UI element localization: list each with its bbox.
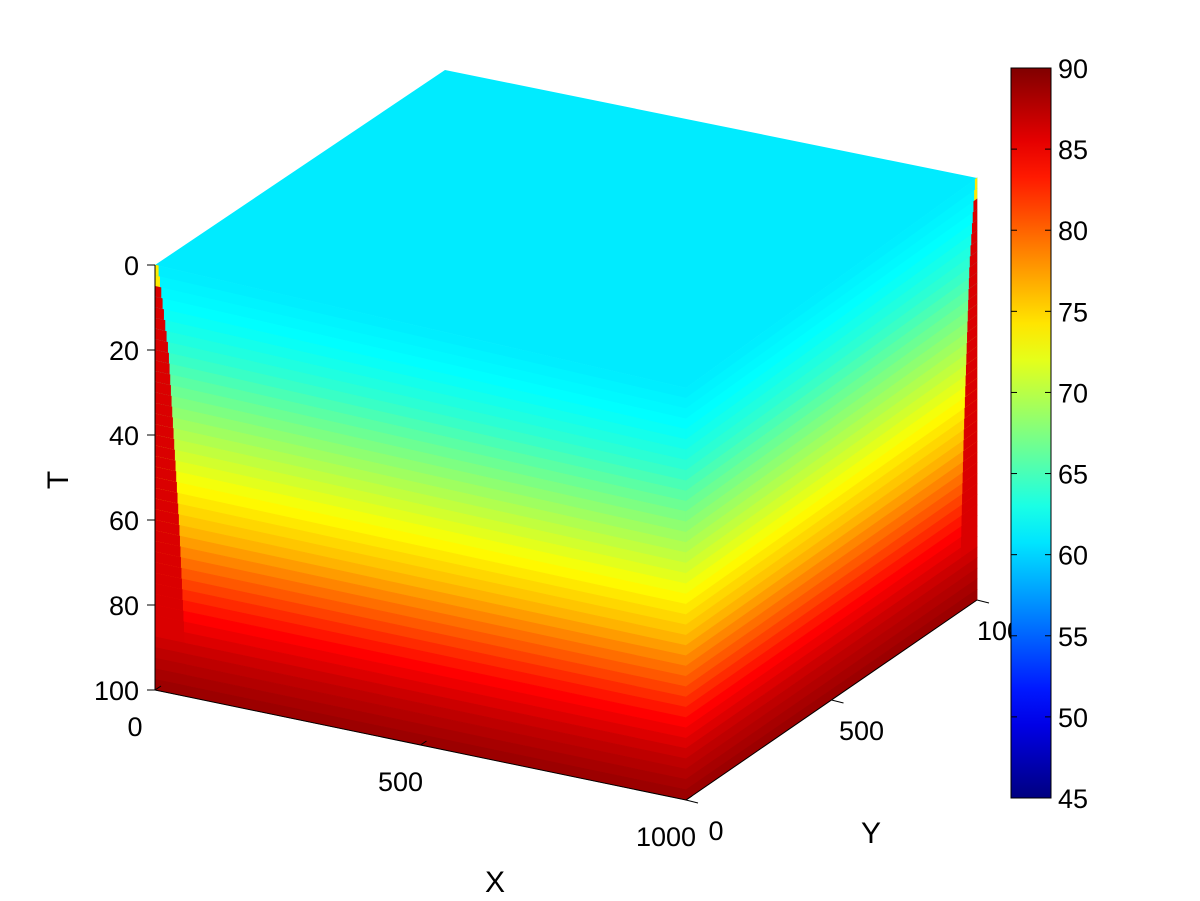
z-tick-label: 100 — [94, 676, 139, 706]
front-face-edge-band — [154, 285, 162, 299]
z-tick-label: 0 — [124, 251, 139, 281]
colorbar: 45 50 55 60 65 70 75 80 85 90 — [1010, 54, 1088, 814]
x-tick-label: 1000 — [636, 822, 696, 852]
x-tick-label: 0 — [127, 712, 142, 742]
colorbar-tick-label: 60 — [1058, 541, 1088, 571]
y-tick-label: 500 — [839, 716, 884, 746]
z-tick-label: 60 — [109, 506, 139, 536]
x-tick-mark — [154, 685, 162, 691]
z-tick-label: 40 — [109, 421, 139, 451]
colorbar-tick-label: 50 — [1058, 703, 1088, 733]
front-face-edge-band — [154, 275, 160, 288]
front-face-edge-band — [154, 296, 163, 310]
y-tick-label: 0 — [708, 816, 723, 846]
y-tick-mark — [976, 599, 990, 604]
colorbar-tick-label: 80 — [1058, 216, 1088, 246]
y-axis-label: Y — [861, 817, 881, 850]
colorbar-bar — [1010, 67, 1052, 799]
colorbar-tick-label: 70 — [1058, 378, 1088, 408]
front-face-x-slice — [154, 264, 687, 801]
z-tick-label: 20 — [109, 336, 139, 366]
right-face-y-slice — [685, 177, 978, 801]
x-tick-label: 500 — [378, 767, 423, 797]
colorbar-tick-label: 55 — [1058, 622, 1088, 652]
top-face — [155, 70, 977, 388]
colorbar-tick-label: 65 — [1058, 460, 1088, 490]
y-tick-mark — [685, 799, 699, 804]
z-axis-label: T — [42, 471, 75, 489]
colorbar-tick-label: 85 — [1058, 135, 1088, 165]
volume-cube — [154, 70, 978, 801]
right-face-edge-band — [974, 177, 978, 191]
x-axis-label: X — [485, 866, 505, 899]
z-tick-label: 80 — [109, 591, 139, 621]
x-tick-mark — [420, 740, 427, 746]
colorbar-tick-label: 90 — [1058, 54, 1088, 84]
y-tick-mark — [831, 699, 844, 704]
colorbar-ticks: 45 50 55 60 65 70 75 80 85 90 — [1011, 54, 1088, 814]
colorbar-tick-label: 75 — [1058, 297, 1088, 327]
colorbar-tick-label: 45 — [1058, 784, 1088, 814]
